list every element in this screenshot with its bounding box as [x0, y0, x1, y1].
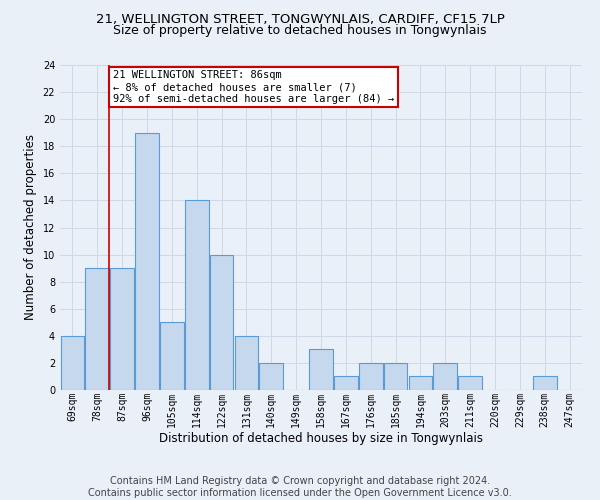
Bar: [458, 376, 482, 390]
Bar: [409, 376, 432, 390]
Text: 21, WELLINGTON STREET, TONGWYNLAIS, CARDIFF, CF15 7LP: 21, WELLINGTON STREET, TONGWYNLAIS, CARD…: [95, 12, 505, 26]
Bar: [259, 363, 283, 390]
Text: Size of property relative to detached houses in Tongwynlais: Size of property relative to detached ho…: [113, 24, 487, 37]
Text: Contains HM Land Registry data © Crown copyright and database right 2024.
Contai: Contains HM Land Registry data © Crown c…: [88, 476, 512, 498]
Text: 21 WELLINGTON STREET: 86sqm
← 8% of detached houses are smaller (7)
92% of semi-: 21 WELLINGTON STREET: 86sqm ← 8% of deta…: [113, 70, 394, 104]
Bar: [433, 363, 457, 390]
Y-axis label: Number of detached properties: Number of detached properties: [24, 134, 37, 320]
Bar: [334, 376, 358, 390]
X-axis label: Distribution of detached houses by size in Tongwynlais: Distribution of detached houses by size …: [159, 432, 483, 445]
Bar: [160, 322, 184, 390]
Bar: [61, 336, 84, 390]
Bar: [135, 132, 159, 390]
Bar: [85, 268, 109, 390]
Bar: [309, 350, 333, 390]
Bar: [210, 254, 233, 390]
Bar: [359, 363, 383, 390]
Bar: [384, 363, 407, 390]
Bar: [110, 268, 134, 390]
Bar: [235, 336, 258, 390]
Bar: [533, 376, 557, 390]
Bar: [185, 200, 209, 390]
